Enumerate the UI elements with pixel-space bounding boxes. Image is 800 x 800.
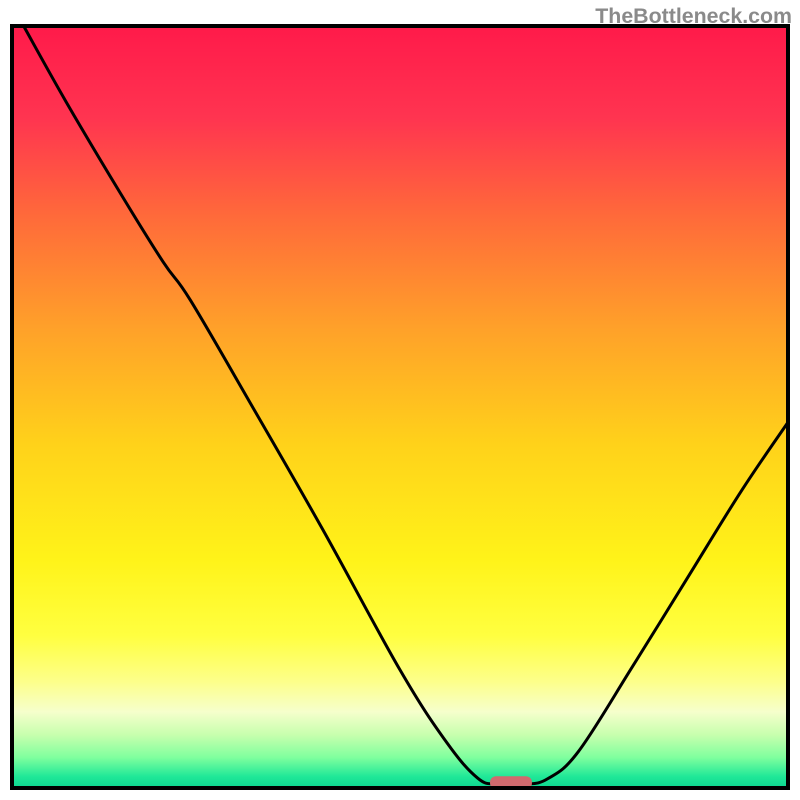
chart-background: [12, 26, 788, 788]
bottleneck-chart: [0, 0, 800, 800]
chart-container: TheBottleneck.com: [0, 0, 800, 800]
